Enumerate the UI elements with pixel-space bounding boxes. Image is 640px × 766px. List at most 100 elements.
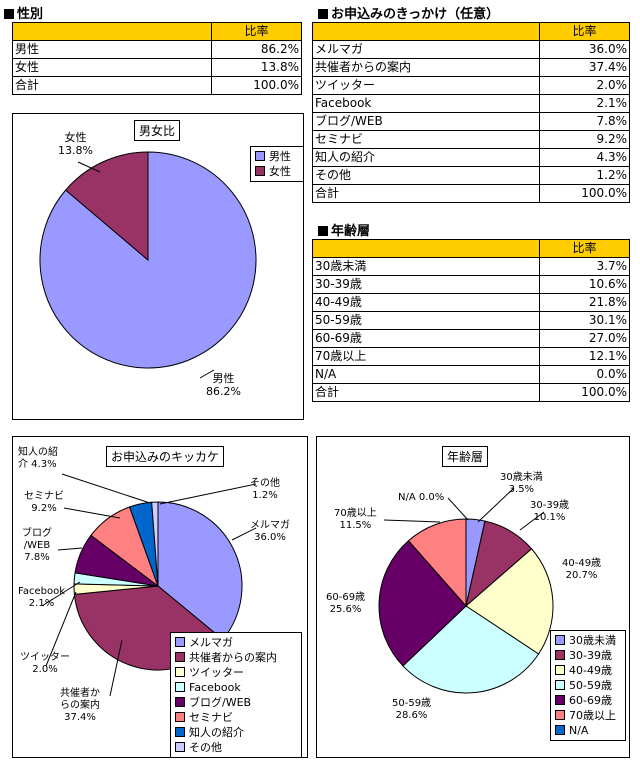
slice-label-age-under30: 30歳未満 3.5% (500, 472, 543, 495)
slice-label-age-70plus: 70歳以上 11.5% (334, 508, 377, 531)
leader-line-acquaintance (61, 473, 151, 504)
legend-swatch (175, 637, 185, 647)
slice-label-age-40s: 40-49歳 20.7% (562, 558, 602, 581)
table-row: 合計 100.0% (12, 76, 302, 95)
table-row: その他 1.2% (312, 166, 630, 185)
square-bullet-icon (318, 226, 328, 236)
trigger-legend: メルマガ 共催者からの案内 ツイッター Facebook ブログ/WEB セミナ… (170, 632, 302, 758)
legend-swatch (555, 695, 565, 705)
slice-label-seminabi: セミナビ 9.2% (24, 491, 64, 514)
leader-line-male (199, 369, 215, 379)
age-pie-slice-5 (407, 518, 467, 608)
table-row: ツイッター 2.0% (312, 76, 630, 95)
age-chart-title: 年齢層 (442, 446, 489, 467)
legend-swatch (555, 710, 565, 720)
gender-chart-title: 男女比 (134, 120, 181, 141)
slice-label-na: N/A 0.0% (398, 492, 445, 503)
table-row: 合計 100.0% (312, 383, 630, 402)
gender-legend: 男性 女性 (250, 146, 304, 182)
legend-item: 40-49歳 (555, 663, 621, 678)
legend-item: Facebook (175, 680, 297, 695)
leader-line-facebook (41, 581, 81, 607)
legend-swatch (555, 635, 565, 645)
leader-line-other (159, 483, 257, 505)
table-row: 60-69歳 27.0% (312, 329, 630, 348)
slice-label-age-30s: 30-39歳 10.1% (530, 500, 570, 523)
trigger-chart-title: お申込みのキッカケ (106, 446, 225, 467)
age-table: 比率 30歳未満 3.7% 30-39歳 10.6% 40-49歳 21.8% 50-… (312, 239, 630, 402)
legend-item: ツイッター (175, 665, 297, 680)
gender-table: 比率 男性 86.2% 女性 13.8% 合計 100.0% (12, 22, 302, 95)
legend-item: N/A (555, 723, 621, 738)
trigger-pie-slice-7 (151, 501, 159, 587)
gender-pie-slice-0 (39, 151, 257, 369)
legend-item: 30-39歳 (555, 648, 621, 663)
slice-label-female: 女性 13.8% (58, 131, 93, 157)
age-pie-slice-4 (378, 540, 467, 667)
leader-line-mailmag (231, 527, 257, 541)
trigger-table: 比率 メルマガ 36.0% 共催者からの案内 37.4% ツイッター 2.0% Fac… (312, 22, 630, 203)
table-row: N/A 0.0% (312, 365, 630, 384)
slice-label-twitter: ツイッター 2.0% (20, 652, 70, 675)
legend-item: 男性 (255, 149, 299, 164)
legend-item: 50-59歳 (555, 678, 621, 693)
legend-swatch (555, 725, 565, 735)
age-legend: 30歳未満 30-39歳 40-49歳 50-59歳 60-69歳 70歳以上 … (550, 630, 626, 741)
trigger-pie-slice-0 (157, 501, 243, 641)
age-pie-slice-2 (465, 548, 554, 655)
leader-line-female (77, 161, 101, 173)
slice-label-other: その他 1.2% (250, 478, 280, 501)
table-row: 50-59歳 30.1% (312, 311, 630, 330)
slice-label-cohost: 共催者か らの案内 37.4% (60, 688, 100, 723)
legend-swatch (175, 682, 185, 692)
leader-line-seminabi (63, 507, 121, 519)
slice-label-age-60s: 60-69歳 25.6% (326, 592, 366, 615)
table-row: メルマガ 36.0% (312, 40, 630, 59)
slice-label-facebook: Facebook 2.1% (18, 586, 65, 609)
legend-item: その他 (175, 740, 297, 755)
legend-swatch (175, 742, 185, 752)
table-row: 40-49歳 21.8% (312, 293, 630, 312)
legend-item: 知人の紹介 (175, 725, 297, 740)
legend-item: 70歳以上 (555, 708, 621, 723)
legend-swatch (555, 650, 565, 660)
slice-label-age-50s: 50-59歳 28.6% (392, 698, 432, 721)
legend-item: 30歳未満 (555, 633, 621, 648)
table-header-row: 比率 (312, 22, 630, 41)
leader-line-age-under30 (477, 487, 515, 523)
legend-item: 女性 (255, 164, 299, 179)
table-row: 70歳以上 12.1% (312, 347, 630, 366)
leader-line-blog (57, 547, 83, 551)
trigger-heading: お申込みのきっかけ（任意） (318, 3, 499, 22)
square-bullet-icon (318, 9, 328, 19)
legend-swatch (175, 697, 185, 707)
legend-item: メルマガ (175, 635, 297, 650)
legend-swatch (555, 680, 565, 690)
legend-item: セミナビ (175, 710, 297, 725)
age-pie-slice-3 (402, 605, 540, 694)
legend-swatch (255, 166, 265, 176)
table-row: セミナビ 9.2% (312, 130, 630, 149)
legend-swatch (555, 665, 565, 675)
square-bullet-icon (4, 9, 14, 19)
table-row: 30-39歳 10.6% (312, 275, 630, 294)
leader-line-na (447, 497, 469, 521)
leader-line-twitter (45, 591, 77, 667)
legend-swatch (175, 667, 185, 677)
legend-item: 共催者からの案内 (175, 650, 297, 665)
legend-item: ブログ/WEB (175, 695, 297, 710)
leader-line-cohost (109, 639, 123, 697)
gender-pie-slice-1 (64, 151, 149, 262)
table-row: 30歳未満 3.7% (312, 257, 630, 276)
slice-label-mailmag: メルマガ 36.0% (250, 520, 290, 543)
legend-swatch (175, 652, 185, 662)
table-row: 合計 100.0% (312, 184, 630, 203)
age-heading: 年齢層 (318, 220, 370, 239)
legend-swatch (175, 712, 185, 722)
slice-label-acquaintance: 知人の紹 介 4.3% (18, 447, 58, 470)
gender-heading: 性別 (4, 3, 43, 22)
table-header-row: 比率 (12, 22, 302, 41)
legend-swatch (255, 151, 265, 161)
slice-label-male: 男性 86.2% (206, 372, 241, 398)
